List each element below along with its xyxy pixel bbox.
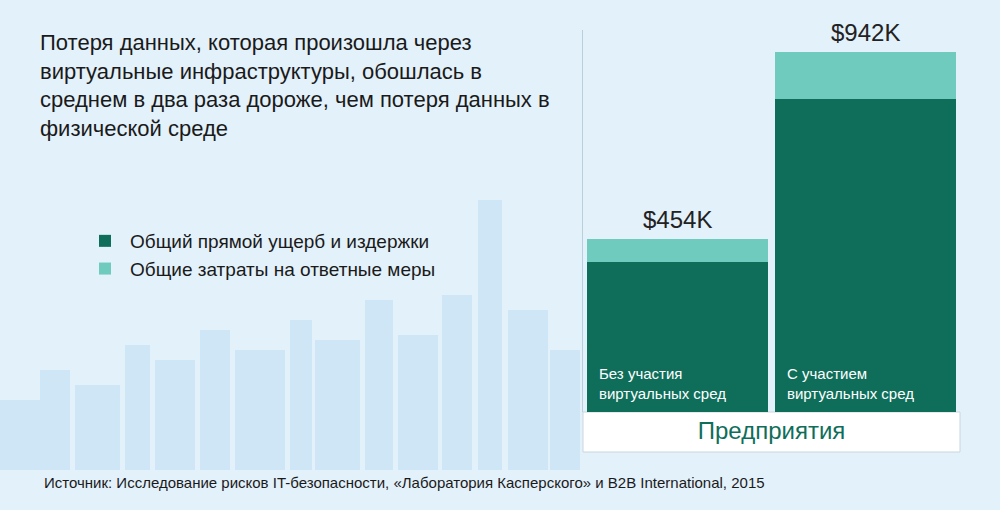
svg-text:Общий прямой ущерб и издержки: Общий прямой ущерб и издержки — [130, 231, 429, 252]
svg-text:Предприятия: Предприятия — [698, 417, 846, 444]
svg-text:Потеря данных, которая произош: Потеря данных, которая произошла черезви… — [40, 30, 550, 141]
svg-text:С участиемвиртуальных сред: С участиемвиртуальных сред — [787, 365, 914, 402]
svg-text:Общие затраты на ответные меры: Общие затраты на ответные меры — [130, 259, 435, 280]
svg-text:Источник: Исследование рисков: Источник: Исследование рисков IT-безопас… — [44, 474, 765, 491]
svg-text:Без участиявиртуальных сред: Без участиявиртуальных сред — [599, 365, 726, 402]
svg-text:$454K: $454K — [643, 206, 712, 233]
svg-text:$942K: $942K — [831, 19, 900, 46]
